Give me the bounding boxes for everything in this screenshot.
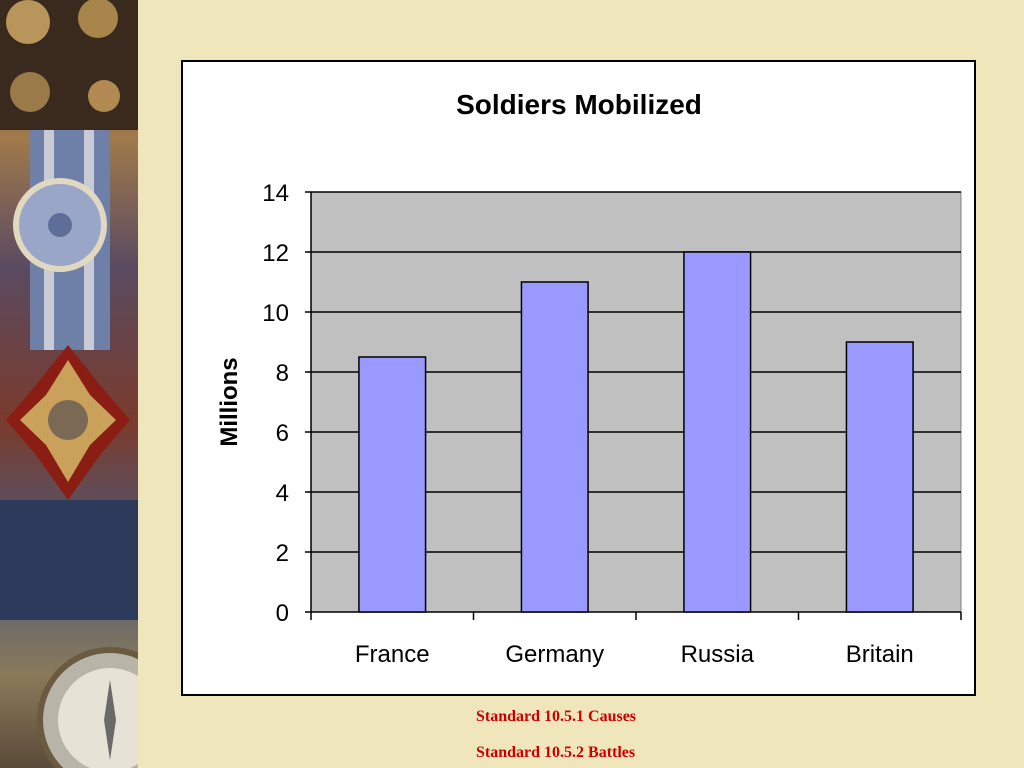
bar-germany bbox=[520, 281, 589, 613]
y-tick-label: 2 bbox=[276, 540, 289, 567]
y-tick-label: 14 bbox=[262, 180, 289, 207]
x-tick-label: Russia bbox=[681, 641, 755, 668]
y-tick-label: 6 bbox=[276, 420, 289, 447]
x-tick-label: Britain bbox=[846, 641, 914, 668]
bar-russia bbox=[683, 251, 752, 613]
y-tick-label: 10 bbox=[262, 300, 289, 327]
y-tick-label: 8 bbox=[276, 360, 289, 387]
plot-area: 0 2 4 6 8 10 12 14 France Germany Russia Britain bbox=[262, 180, 962, 668]
y-tick-label: 4 bbox=[276, 480, 289, 507]
chart-title: Soldiers Mobilized bbox=[456, 89, 702, 120]
x-tick-label: Germany bbox=[505, 641, 604, 668]
bar-france bbox=[358, 356, 427, 613]
side-decorative-image bbox=[0, 0, 138, 768]
bar-chart: Soldiers Mobilized Millions 0 2 4 6 8 10 12 14 F… bbox=[216, 89, 962, 668]
x-tick-label: France bbox=[355, 641, 430, 668]
standard-battles-link[interactable]: Standard 10.5.2 Battles bbox=[476, 744, 636, 761]
standard-causes-link[interactable]: Standard 10.5.1 Causes bbox=[476, 708, 637, 725]
bar-britain bbox=[845, 341, 914, 613]
y-tick-label: 12 bbox=[262, 240, 289, 267]
y-tick-label: 0 bbox=[276, 600, 289, 627]
chart-frame: Soldiers Mobilized Millions 0 2 4 6 8 10 12 14 F… bbox=[181, 60, 976, 696]
medal-and-compass-decorative-image-icon bbox=[0, 0, 138, 768]
y-axis-label: Millions bbox=[216, 357, 243, 446]
